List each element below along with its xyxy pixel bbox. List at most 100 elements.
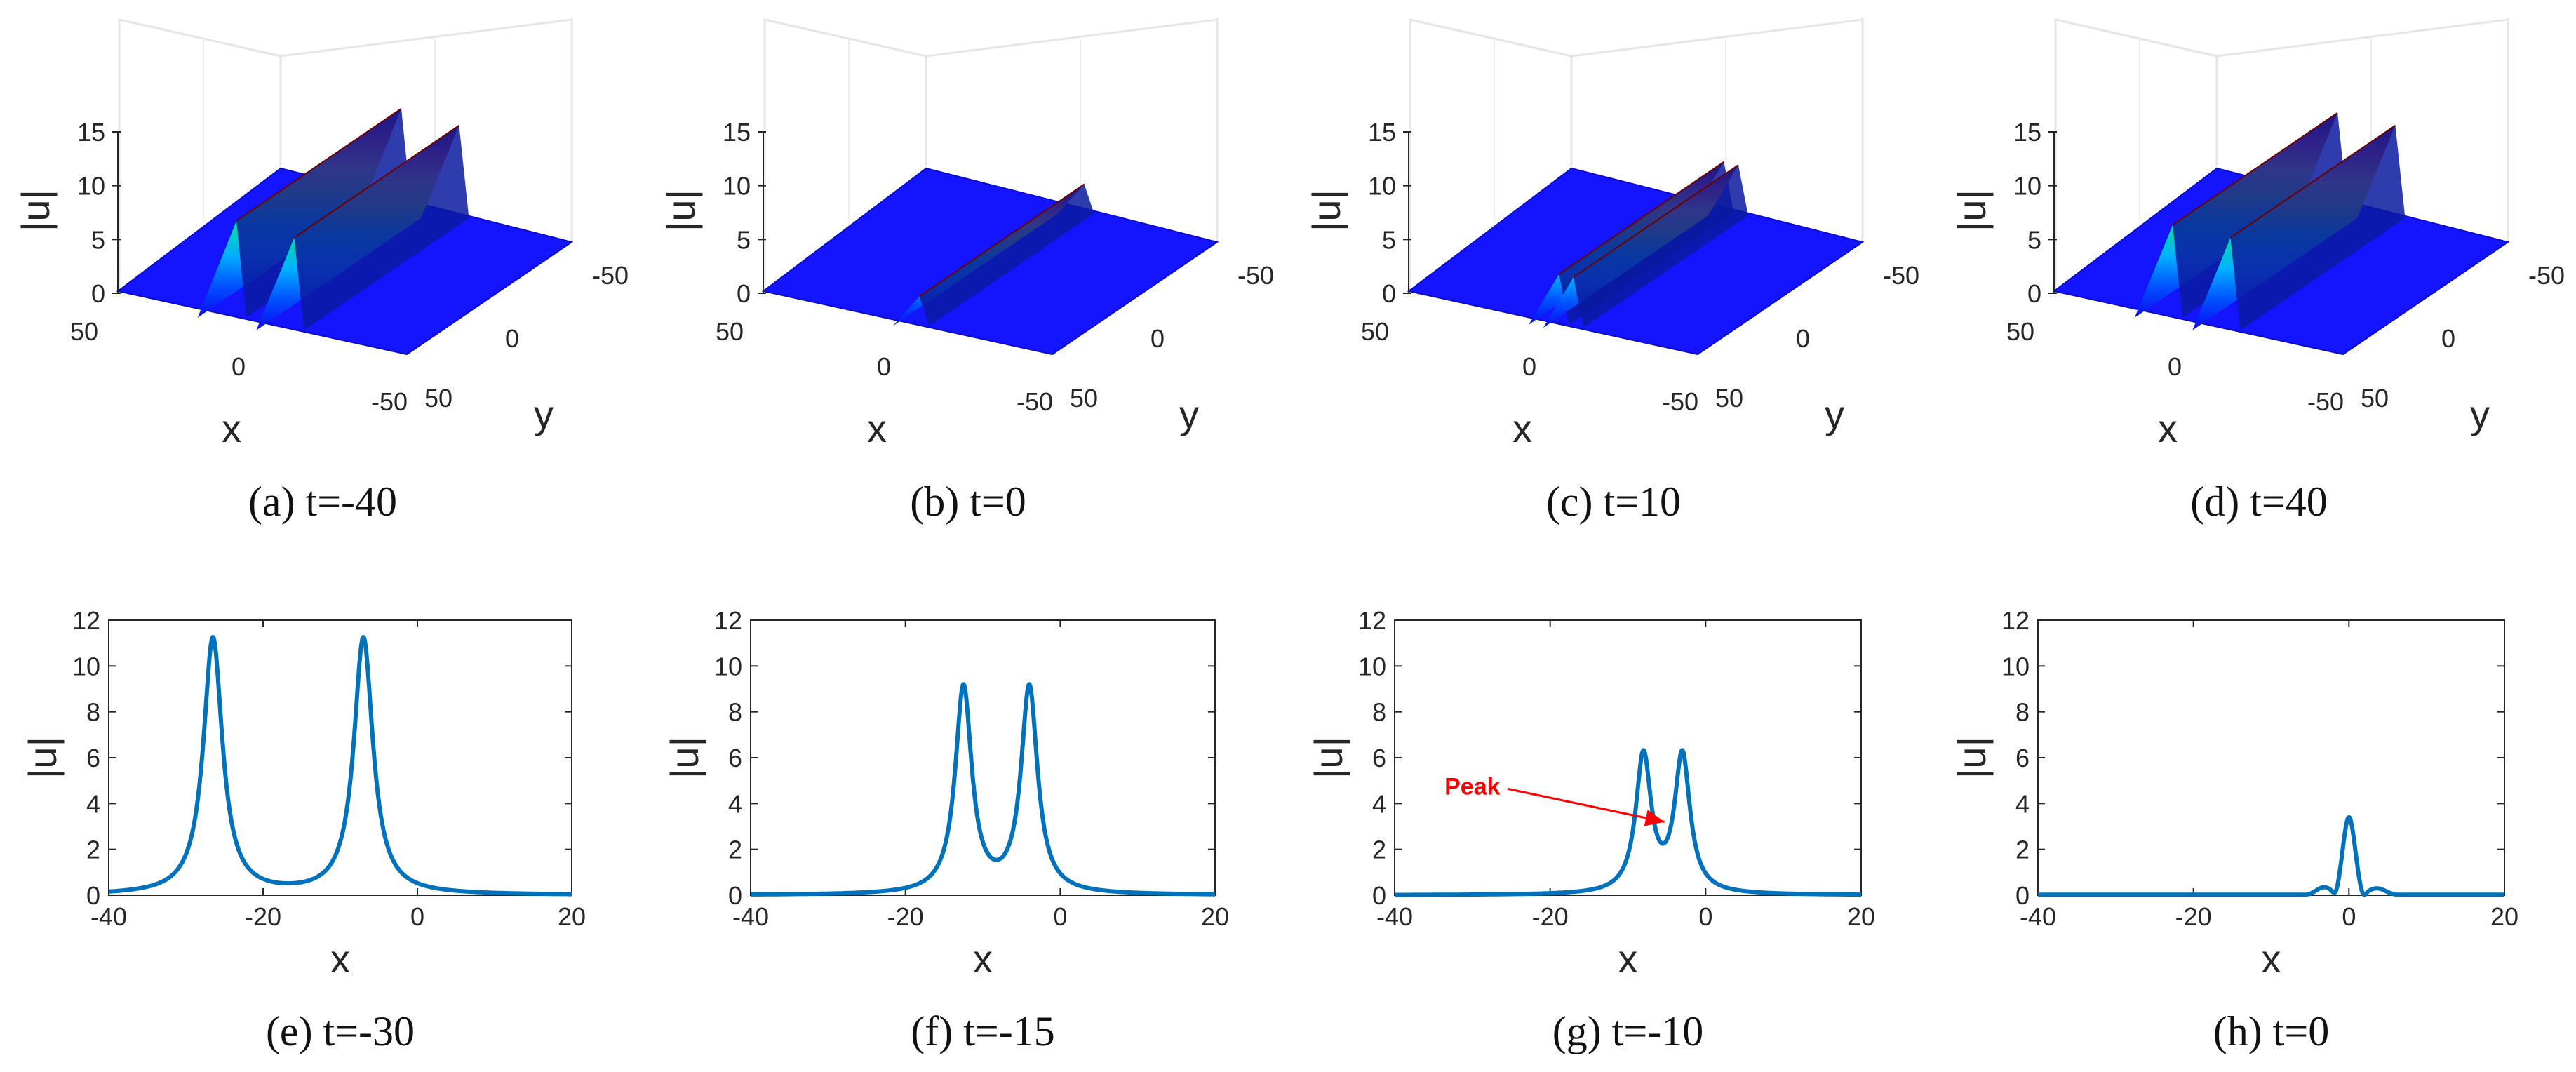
x-axis-label: x [973, 937, 993, 981]
x-axis-label: x [1618, 937, 1638, 981]
z-tick-label: 15 [1368, 118, 1396, 147]
y-tick-label: 50 [1715, 384, 1743, 413]
y-tick-label: 2 [1372, 836, 1386, 864]
y-tick-label: 4 [2015, 789, 2030, 818]
panel-caption: (d) t=40 [2190, 478, 2327, 525]
x-tick-label: 0 [410, 902, 424, 931]
x-tick-label: 20 [558, 902, 586, 931]
z-tick-label: 10 [723, 172, 751, 201]
y-tick-label: 0 [2015, 881, 2030, 910]
y-tick-label: -50 [592, 261, 629, 290]
y-tick-label: 0 [86, 881, 100, 910]
x-tick-label: 50 [716, 317, 744, 346]
x-tick-label: 0 [2168, 352, 2182, 381]
x-tick-label: -20 [1532, 902, 1569, 931]
z-axis-label: |u| [659, 189, 703, 232]
surface-panel-d: 0 5 10 15 |u| 50 0 -50 x -50 0 50 y (d) t=40 [1950, 18, 2565, 525]
x-tick-label: -20 [245, 902, 281, 931]
line-panel-f: 0 2 4 6 8 10 12 -40 -20 0 20 |u| x (f) t=-15 [662, 606, 1229, 1054]
y-tick-label: 6 [728, 744, 742, 772]
line-panel-e: 0 2 4 6 8 10 12 -40 -20 0 20 |u| x (e) t=-30 [20, 606, 586, 1054]
y-tick-label: 10 [72, 652, 100, 681]
surface-panel-a: 0 5 10 15 |u| 50 0 -50 x -50 0 50 y (a) t=-40 [13, 18, 629, 525]
y-tick-label: 50 [1070, 384, 1098, 413]
x-tick-label: -40 [1376, 902, 1413, 931]
x-axis-label: x [867, 406, 887, 450]
z-tick-label: 10 [77, 172, 105, 201]
x-tick-label: 0 [2342, 902, 2356, 931]
x-axis-label: x [222, 406, 241, 450]
x-tick-label: 0 [1053, 902, 1067, 931]
x-tick-label: -50 [371, 387, 408, 416]
box-wall-top [1409, 18, 1863, 58]
x-tick-label: 0 [232, 352, 246, 381]
y-axis-label: y [534, 392, 554, 436]
y-tick-label: 2 [86, 836, 100, 864]
x-tick-label: -40 [90, 902, 127, 931]
z-tick-label: 0 [737, 279, 751, 308]
y-tick-label: 12 [714, 606, 742, 635]
y-tick-label: 4 [1372, 789, 1386, 818]
panel-caption: (b) t=0 [910, 478, 1026, 525]
x-tick-label: -50 [1017, 387, 1053, 416]
plot-frame [750, 619, 1216, 896]
ridge-crest [919, 183, 1085, 297]
y-tick-label: 12 [72, 606, 100, 635]
x-tick-label: 20 [1847, 902, 1875, 931]
y-tick-label: 6 [86, 744, 100, 772]
y-tick-label: 0 [2441, 324, 2455, 353]
y-tick-label: 0 [1372, 881, 1386, 910]
y-tick-label: 0 [1151, 324, 1165, 353]
x-tick-label: 50 [70, 317, 98, 346]
y-tick-label: 50 [2361, 384, 2389, 413]
y-axis-label: |u| [1306, 737, 1350, 779]
y-tick-label: 10 [2001, 652, 2030, 681]
y-tick-label: 12 [1358, 606, 1386, 635]
x-tick-label: -40 [2020, 902, 2056, 931]
series-line [1393, 748, 1863, 897]
y-tick-label: 8 [728, 698, 742, 727]
y-tick-label: 0 [728, 881, 742, 910]
y-tick-label: 8 [86, 698, 100, 727]
panel-caption: (g) t=-10 [1552, 1008, 1703, 1054]
series-line [749, 682, 1217, 897]
z-tick-label: 0 [2027, 279, 2041, 308]
box-wall-top [764, 18, 1218, 58]
x-tick-label: -40 [732, 902, 769, 931]
ridge-back-face [2173, 112, 2348, 318]
z-tick-label: 10 [2013, 172, 2041, 201]
y-tick-label: 10 [714, 652, 742, 681]
y-axis-label: y [2470, 392, 2490, 436]
z-tick-label: 5 [1382, 225, 1396, 254]
ridge-back-face [2230, 125, 2406, 330]
ridge-back-face [1573, 165, 1748, 328]
plot-frame [108, 619, 572, 896]
x-tick-label: 0 [1698, 902, 1712, 931]
x-tick-label: 20 [2490, 902, 2518, 931]
x-tick-label: 0 [877, 352, 891, 381]
ridge-back-face [294, 125, 469, 330]
y-axis-label: y [1179, 392, 1199, 436]
z-tick-label: 10 [1368, 172, 1396, 201]
series-line [107, 635, 574, 897]
panel-caption: (h) t=0 [2213, 1008, 2329, 1054]
surface-panel-c: 0 5 10 15 |u| 50 0 -50 x -50 0 50 y (c) t=10 [1304, 18, 1919, 525]
z-tick-label: 5 [91, 225, 105, 254]
y-tick-label: 2 [2015, 836, 2030, 864]
ridge-crest [2229, 124, 2396, 239]
x-axis-label: x [2158, 406, 2178, 450]
series-line [2036, 815, 2507, 897]
y-tick-label: 0 [505, 324, 519, 353]
plot-frame [2037, 619, 2505, 896]
panel-caption: (e) t=-30 [266, 1008, 415, 1054]
z-tick-label: 5 [2027, 225, 2041, 254]
y-axis-label: |u| [662, 737, 706, 779]
ridge-crest [2172, 112, 2338, 226]
peak-annotation-arrow [1507, 787, 1665, 826]
z-axis-label: |u| [1950, 189, 1994, 232]
x-tick-label: 0 [1522, 352, 1536, 381]
x-tick-label: 20 [1201, 902, 1229, 931]
z-axis-label: |u| [1304, 189, 1348, 232]
z-axis-label: |u| [13, 189, 58, 232]
y-tick-label: 6 [1372, 744, 1386, 772]
